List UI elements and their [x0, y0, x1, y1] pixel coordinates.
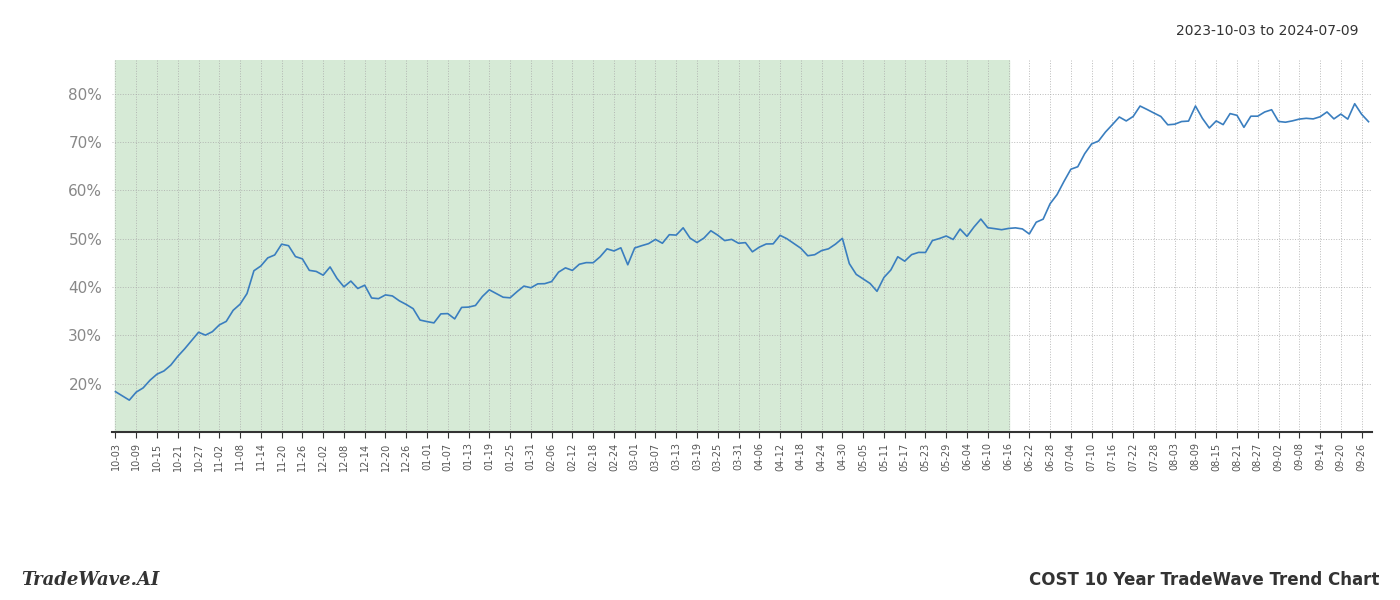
Text: TradeWave.AI: TradeWave.AI	[21, 571, 160, 589]
Text: 2023-10-03 to 2024-07-09: 2023-10-03 to 2024-07-09	[1176, 24, 1358, 38]
Bar	[115, 60, 1008, 432]
Text: COST 10 Year TradeWave Trend Chart: COST 10 Year TradeWave Trend Chart	[1029, 571, 1379, 589]
